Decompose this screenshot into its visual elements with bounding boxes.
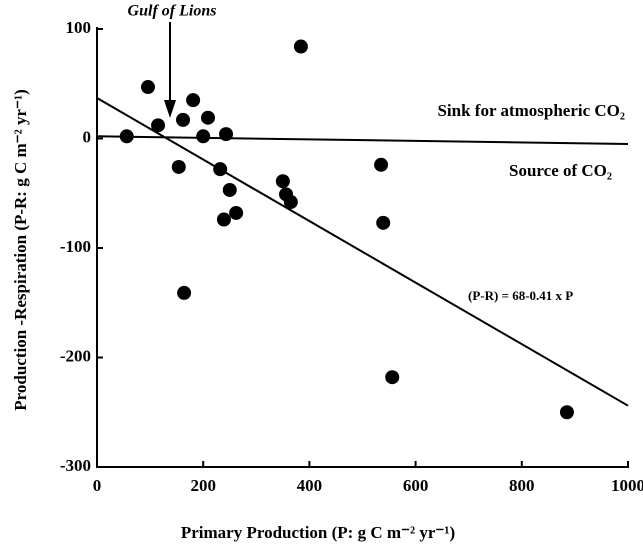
point bbox=[200, 110, 215, 125]
annotation: (P-R) = 68-0.41 x P bbox=[468, 288, 573, 303]
fit-line bbox=[96, 97, 629, 407]
point bbox=[171, 159, 186, 174]
point bbox=[140, 80, 155, 95]
point bbox=[196, 129, 211, 144]
point bbox=[293, 39, 308, 54]
x-tick-label: 800 bbox=[509, 476, 535, 495]
y-tick-label: 100 bbox=[66, 18, 92, 37]
arrow-head bbox=[164, 100, 176, 118]
x-tick-label: 0 bbox=[93, 476, 102, 495]
point bbox=[376, 215, 391, 230]
point bbox=[151, 118, 166, 133]
point bbox=[283, 195, 298, 210]
x-tick-label: 1000 bbox=[611, 476, 643, 495]
point bbox=[119, 129, 134, 144]
x-axis-label: Primary Production (P: g C m⁻² yr⁻¹) bbox=[181, 523, 455, 542]
fit-line bbox=[96, 135, 629, 145]
point bbox=[229, 205, 244, 220]
y-axis-label: Production -Respiration (P-R: g C m⁻² yr… bbox=[11, 89, 30, 411]
x-tick-label: 200 bbox=[190, 476, 216, 495]
y-tick-label: -200 bbox=[60, 346, 91, 365]
point bbox=[219, 127, 234, 142]
point bbox=[176, 112, 191, 127]
x-tick-label: 400 bbox=[297, 476, 323, 495]
y-tick-label: -300 bbox=[60, 456, 91, 475]
annotation: Gulf of Lions bbox=[128, 3, 217, 20]
annotation: Sink for atmospheric CO₂ bbox=[437, 101, 625, 120]
y-tick-label: 0 bbox=[83, 127, 92, 146]
point bbox=[213, 162, 228, 177]
annotation: Source of CO₂ bbox=[509, 161, 612, 180]
x-tick-label: 600 bbox=[403, 476, 429, 495]
point bbox=[222, 182, 237, 197]
point bbox=[216, 212, 231, 227]
point bbox=[186, 93, 201, 108]
point bbox=[385, 370, 400, 385]
point bbox=[275, 174, 290, 189]
point bbox=[177, 285, 192, 300]
y-tick-label: -100 bbox=[60, 237, 91, 256]
point bbox=[374, 157, 389, 172]
point bbox=[559, 405, 574, 420]
